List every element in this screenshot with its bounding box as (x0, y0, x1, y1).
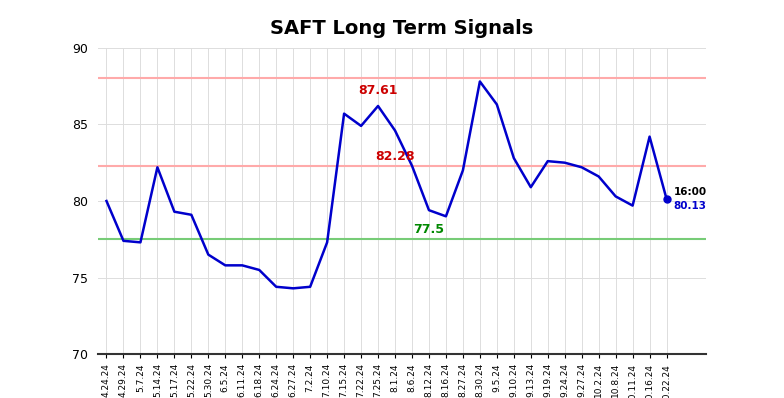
Title: SAFT Long Term Signals: SAFT Long Term Signals (270, 19, 533, 38)
Text: 77.5: 77.5 (413, 223, 445, 236)
Text: 82.28: 82.28 (376, 150, 415, 163)
Text: 16:00: 16:00 (673, 187, 706, 197)
Text: 80.13: 80.13 (673, 201, 706, 211)
Text: 87.61: 87.61 (358, 84, 397, 97)
